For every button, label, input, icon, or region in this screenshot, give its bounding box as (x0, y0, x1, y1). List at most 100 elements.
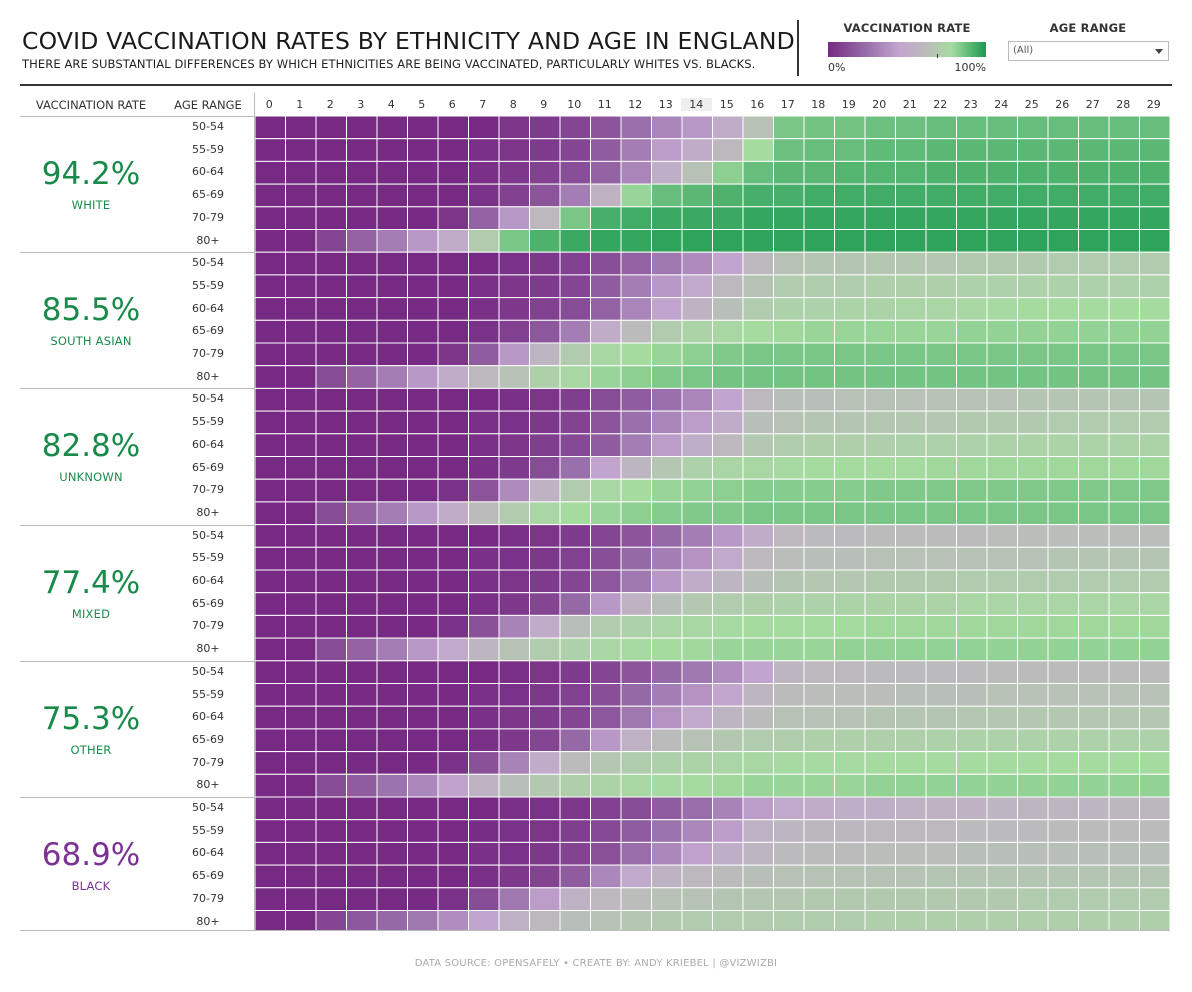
heatmap-cell[interactable] (956, 592, 988, 616)
heatmap-cell[interactable] (498, 751, 530, 775)
heatmap-cell[interactable] (773, 614, 805, 639)
heatmap-cell[interactable] (437, 297, 469, 321)
heatmap-cell[interactable] (1108, 773, 1140, 798)
heatmap-cell[interactable] (773, 229, 805, 253)
heatmap-cell[interactable] (468, 160, 500, 185)
heatmap-cell[interactable] (468, 342, 500, 367)
heatmap-cell[interactable] (285, 387, 317, 412)
heatmap-cell[interactable] (407, 705, 439, 730)
heatmap-cell[interactable] (437, 546, 469, 571)
heatmap-cell[interactable] (834, 614, 866, 639)
heatmap-cell[interactable] (925, 887, 957, 911)
heatmap-cell[interactable] (1108, 229, 1140, 253)
heatmap-cell[interactable] (1108, 887, 1140, 911)
heatmap-cell[interactable] (620, 592, 652, 616)
heatmap-cell[interactable] (285, 456, 317, 480)
heatmap-cell[interactable] (681, 319, 713, 344)
heatmap-cell[interactable] (742, 614, 774, 639)
heatmap-cell[interactable] (925, 819, 957, 843)
heatmap-cell[interactable] (620, 910, 652, 932)
heatmap-cell[interactable] (986, 705, 1018, 730)
heatmap-cell[interactable] (956, 614, 988, 639)
heatmap-cell[interactable] (315, 229, 347, 253)
heatmap-cell[interactable] (864, 456, 896, 480)
heatmap-cell[interactable] (651, 274, 683, 299)
heatmap-cell[interactable] (498, 728, 530, 753)
heatmap-cell[interactable] (1139, 115, 1171, 140)
heatmap-cell[interactable] (1108, 206, 1140, 231)
heatmap-cell[interactable] (407, 138, 439, 162)
heatmap-cell[interactable] (529, 410, 561, 435)
heatmap-cell[interactable] (986, 319, 1018, 344)
heatmap-cell[interactable] (437, 796, 469, 821)
heatmap-cell[interactable] (1017, 433, 1049, 457)
heatmap-cell[interactable] (529, 478, 561, 503)
heatmap-cell[interactable] (1108, 592, 1140, 616)
heatmap-cell[interactable] (1108, 524, 1140, 548)
heatmap-cell[interactable] (1108, 841, 1140, 866)
heatmap-cell[interactable] (803, 569, 835, 594)
heatmap-cell[interactable] (681, 773, 713, 798)
heatmap-cell[interactable] (681, 887, 713, 911)
heatmap-cell[interactable] (407, 910, 439, 932)
heatmap-cell[interactable] (956, 138, 988, 162)
heatmap-cell[interactable] (285, 183, 317, 208)
heatmap-cell[interactable] (1078, 251, 1110, 276)
heatmap-cell[interactable] (559, 705, 591, 730)
heatmap-cell[interactable] (895, 796, 927, 821)
heatmap-cell[interactable] (590, 728, 622, 753)
heatmap-cell[interactable] (529, 274, 561, 299)
heatmap-cell[interactable] (559, 796, 591, 821)
heatmap-cell[interactable] (834, 433, 866, 457)
heatmap-cell[interactable] (315, 206, 347, 231)
heatmap-cell[interactable] (346, 365, 378, 389)
heatmap-cell[interactable] (742, 773, 774, 798)
heatmap-cell[interactable] (285, 592, 317, 616)
heatmap-cell[interactable] (925, 660, 957, 684)
heatmap-cell[interactable] (1139, 524, 1171, 548)
heatmap-cell[interactable] (681, 206, 713, 231)
heatmap-cell[interactable] (1078, 705, 1110, 730)
heatmap-cell[interactable] (895, 478, 927, 503)
heatmap-cell[interactable] (803, 183, 835, 208)
heatmap-cell[interactable] (1078, 456, 1110, 480)
heatmap-cell[interactable] (773, 319, 805, 344)
heatmap-cell[interactable] (925, 569, 957, 594)
heatmap-cell[interactable] (437, 864, 469, 889)
heatmap-cell[interactable] (1047, 160, 1079, 185)
heatmap-cell[interactable] (834, 274, 866, 299)
heatmap-cell[interactable] (895, 592, 927, 616)
heatmap-cell[interactable] (1017, 592, 1049, 616)
heatmap-cell[interactable] (590, 569, 622, 594)
heatmap-cell[interactable] (651, 251, 683, 276)
heatmap-cell[interactable] (681, 115, 713, 140)
heatmap-cell[interactable] (590, 637, 622, 662)
heatmap-cell[interactable] (681, 456, 713, 480)
heatmap-cell[interactable] (437, 456, 469, 480)
heatmap-cell[interactable] (285, 660, 317, 684)
heatmap-cell[interactable] (1108, 683, 1140, 707)
heatmap-cell[interactable] (437, 251, 469, 276)
heatmap-cell[interactable] (255, 365, 286, 389)
heatmap-cell[interactable] (986, 683, 1018, 707)
heatmap-cell[interactable] (834, 819, 866, 843)
heatmap-cell[interactable] (1108, 251, 1140, 276)
heatmap-cell[interactable] (956, 183, 988, 208)
heatmap-cell[interactable] (255, 251, 286, 276)
heatmap-cell[interactable] (529, 705, 561, 730)
heatmap-cell[interactable] (559, 569, 591, 594)
heatmap-cell[interactable] (529, 773, 561, 798)
heatmap-cell[interactable] (468, 274, 500, 299)
heatmap-cell[interactable] (1078, 274, 1110, 299)
heatmap-cell[interactable] (559, 592, 591, 616)
heatmap-cell[interactable] (864, 660, 896, 684)
heatmap-cell[interactable] (437, 319, 469, 344)
heatmap-cell[interactable] (376, 274, 408, 299)
heatmap-cell[interactable] (712, 910, 744, 932)
heatmap-cell[interactable] (742, 796, 774, 821)
heatmap-cell[interactable] (285, 342, 317, 367)
heatmap-cell[interactable] (742, 251, 774, 276)
heatmap-cell[interactable] (498, 773, 530, 798)
heatmap-cell[interactable] (712, 546, 744, 571)
heatmap-cell[interactable] (590, 115, 622, 140)
